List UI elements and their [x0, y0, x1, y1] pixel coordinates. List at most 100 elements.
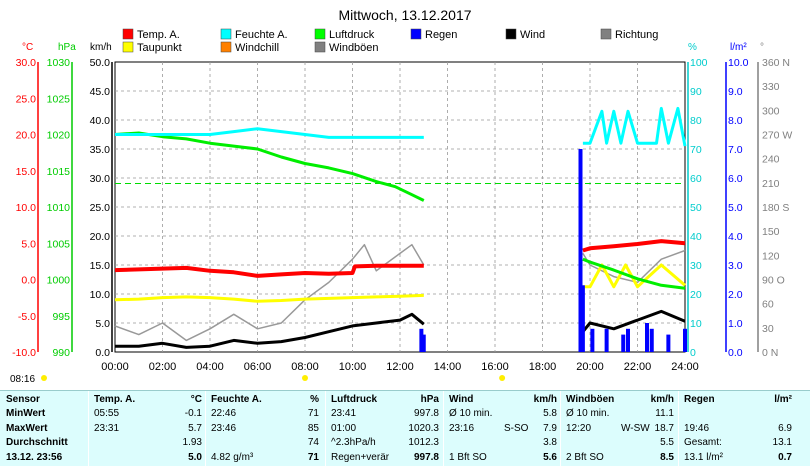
series-line-wind: [583, 311, 685, 331]
table-value: 5.6: [449, 452, 557, 463]
legend-label: Windchill: [235, 42, 279, 54]
axis-tick-label: 330: [762, 81, 780, 93]
axis-unit: l/m²: [730, 42, 747, 53]
axis-tick-label: 60: [762, 299, 774, 311]
series-line-feuchtea: [583, 108, 685, 146]
sensor-row-label: Durchschnitt: [6, 437, 68, 448]
axis-tick-label: 3.0: [728, 260, 743, 272]
rain-bar: [626, 329, 630, 352]
legend-label: Regen: [425, 29, 457, 41]
axis-tick-label: 2.0: [728, 289, 743, 301]
column-unit: hPa: [331, 394, 439, 405]
rain-bar: [645, 323, 649, 352]
series-line-wind: [115, 314, 424, 347]
column-separator: [325, 391, 326, 466]
rain-bar: [621, 335, 625, 352]
x-tick-label: 04:00: [196, 361, 224, 373]
table-value: 71: [211, 408, 319, 419]
legend-label: Windböen: [329, 42, 379, 54]
table-value: 8.5: [566, 452, 674, 463]
axis-unit: °: [760, 42, 764, 53]
rain-bar: [683, 329, 687, 352]
column-separator: [88, 391, 89, 466]
x-tick-label: 08:00: [291, 361, 319, 373]
legend-swatch: [411, 29, 421, 39]
legend-swatch: [123, 42, 133, 52]
axis-tick-label: 25.0: [90, 202, 111, 214]
axis-unit: km/h: [90, 42, 112, 53]
axis-tick-label: 1010: [47, 202, 71, 214]
axis-tick-label: 4.0: [728, 231, 743, 243]
table-value: 71: [211, 452, 319, 463]
axis-tick-label: 50: [690, 202, 702, 214]
x-tick-label: 02:00: [149, 361, 177, 373]
axis-tick-label: 1030: [47, 57, 71, 69]
axis-tick-label: 15.0: [16, 166, 37, 178]
table-value: 85: [211, 423, 319, 434]
axis-tick-label: 210: [762, 178, 780, 190]
legend-swatch: [601, 29, 611, 39]
series-line-taupunkt: [115, 295, 424, 301]
legend-label: Feuchte A.: [235, 29, 288, 41]
axis-tick-label: 15.0: [90, 260, 111, 272]
chart-grid: [115, 62, 685, 352]
sensor-header: Sensor: [6, 394, 40, 405]
sun-marker: [41, 375, 47, 381]
current-time-label: 08:16: [10, 374, 35, 385]
x-tick-label: 00:00: [101, 361, 129, 373]
axis-tick-label: 0 N: [762, 347, 778, 359]
sensor-row-label: MinWert: [6, 408, 45, 419]
table-value: 1.93: [94, 437, 202, 448]
axis-tick-label: 10: [690, 318, 702, 330]
axis-tick-label: 40: [690, 231, 702, 243]
chart-marks: [115, 108, 687, 352]
axis-tick-label: 270 W: [762, 130, 792, 142]
axis-tick-label: 30: [690, 260, 702, 272]
axis-unit: hPa: [58, 42, 76, 53]
axis-tick-label: 9.0: [728, 86, 743, 98]
weather-chart: Mittwoch, 13.12.2017 Temp. A.Feuchte A.L…: [0, 0, 810, 390]
axis-tick-label: 1015: [47, 166, 71, 178]
column-unit: l/m²: [684, 394, 792, 405]
rain-bar: [605, 329, 609, 352]
axis-tick-label: 0.0: [95, 347, 110, 359]
axis-tick-label: 180 S: [762, 202, 789, 214]
x-tick-label: 18:00: [529, 361, 557, 373]
series-line-windben: [115, 245, 424, 341]
axis-tick-label: 0.0: [728, 347, 743, 359]
axis-tick-label: 10.0: [16, 202, 37, 214]
rain-bar: [422, 335, 426, 352]
table-value: 6.9: [684, 423, 792, 434]
axis-tick-label: 1020: [47, 130, 71, 142]
axis-tick-label: 990: [52, 347, 70, 359]
axis-tick-label: 30.0: [90, 173, 111, 185]
rain-bar: [581, 285, 585, 352]
x-tick-label: 24:00: [671, 361, 699, 373]
axis-tick-label: -5.0: [18, 311, 36, 323]
axis-tick-label: 1005: [47, 238, 71, 250]
axis-tick-label: 90 O: [762, 275, 785, 287]
rain-bar: [650, 329, 654, 352]
table-value: 997.8: [331, 452, 439, 463]
axis-tick-label: 5.0: [21, 238, 36, 250]
axis-tick-label: 70: [690, 144, 702, 156]
axis-tick-label: 300: [762, 105, 780, 117]
x-tick-label: 16:00: [481, 361, 509, 373]
axis-tick-label: 20.0: [16, 130, 37, 142]
table-value: 5.5: [566, 437, 674, 448]
legend-label: Wind: [520, 29, 545, 41]
table-value: 0.7: [684, 452, 792, 463]
legend-swatch: [123, 29, 133, 39]
legend-swatch: [315, 29, 325, 39]
x-tick-label: 12:00: [386, 361, 414, 373]
legend-label: Richtung: [615, 29, 658, 41]
axis-tick-label: 30: [762, 323, 774, 335]
column-unit: °C: [94, 394, 202, 405]
column-separator: [560, 391, 561, 466]
axis-tick-label: 1025: [47, 93, 71, 105]
axis-unit: %: [688, 42, 697, 53]
table-value: 18.7: [566, 423, 674, 434]
table-value: -0.1: [94, 408, 202, 419]
table-value: 13.1: [684, 437, 792, 448]
